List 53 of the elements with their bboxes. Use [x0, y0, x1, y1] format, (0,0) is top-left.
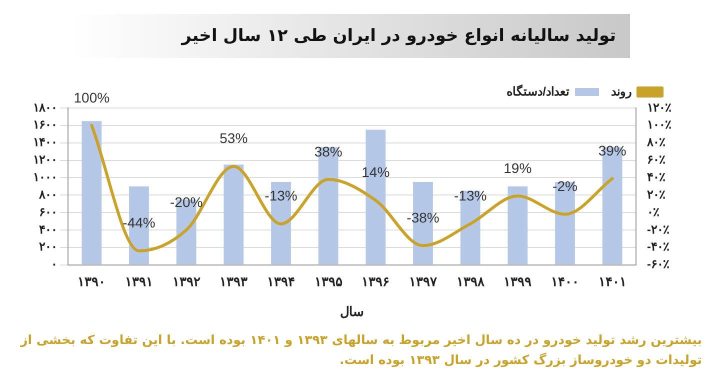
x-tick-label: ۱۴۰۰ — [551, 274, 579, 290]
y2-tick-label: -۶۰٪ — [647, 257, 670, 272]
x-tick-label: ۱۳۹۹ — [504, 274, 532, 290]
legend-label: روند — [611, 84, 632, 100]
y-tick-label: ۴۰۰ — [39, 222, 57, 236]
y2-tick-label: ۴۰٪ — [647, 170, 666, 184]
data-label: 53% — [220, 130, 248, 146]
y2-tick-label: ۱۲۰٪ — [647, 100, 672, 114]
x-tick-label: ۱۳۹۷ — [409, 274, 438, 290]
y-tick-label: ۲۰۰ — [39, 240, 57, 254]
data-label: 14% — [362, 164, 390, 180]
x-tick-label: ۱۳۹۱ — [125, 274, 153, 290]
y2-tick-label: ۶۰٪ — [647, 152, 666, 167]
y2-tick-label: ۸۰٪ — [646, 135, 666, 150]
data-label: 100% — [74, 89, 110, 106]
y2-tick-label: ۲۰٪ — [647, 187, 666, 202]
y-tick-label: ۱۴۰۰ — [33, 135, 57, 150]
bar — [508, 186, 528, 264]
data-label: -2% — [552, 178, 578, 194]
data-label: 19% — [504, 160, 532, 176]
x-tick-label: ۱۳۹۸ — [456, 274, 486, 290]
x-tick-label: ۱۳۹۳ — [220, 274, 248, 290]
x-tick-label: ۱۳۹۴ — [267, 274, 295, 290]
data-label: -13% — [454, 188, 487, 204]
bar — [224, 164, 244, 264]
bar — [555, 182, 575, 264]
data-label: 39% — [598, 142, 626, 158]
data-label: -13% — [264, 188, 298, 204]
y2-tick-label: -۲۰٪ — [647, 222, 670, 236]
y2-tick-label: -۴۰٪ — [647, 240, 670, 254]
bar — [82, 121, 102, 264]
x-tick-label: ۱۳۹۰ — [78, 274, 106, 290]
x-tick-label: ۱۳۹۶ — [362, 274, 390, 290]
y-tick-label: ۰ — [51, 257, 57, 272]
data-label: 38% — [314, 143, 342, 160]
y-tick-label: ۱۶۰۰ — [33, 118, 57, 132]
y-tick-label: ۶۰۰ — [39, 204, 57, 219]
x-tick-label: ۱۳۹۵ — [314, 274, 342, 290]
x-axis-title: سال — [340, 304, 364, 319]
y-tick-label: ۱۲۰۰ — [33, 152, 57, 167]
x-tick-label: ۱۳۹۲ — [172, 274, 200, 290]
x-tick-label: ۱۴۰۱ — [598, 274, 626, 290]
y-tick-label: ۱۸۰۰ — [33, 100, 57, 114]
y-tick-label: ۱۰۰۰ — [33, 170, 57, 184]
text: بیشترین رشد تولید خودرو در ده سال اخیر مربوط به سالهای ۱۳۹۳ و ۱۴۰۱ بوده است. با این تفاوت که بخشی از تولیدات دو خودروساز بزرگ کشور در سال ۱۳۹۳ بوده است. — [19, 331, 702, 369]
y2-tick-label: ۱۰۰٪ — [647, 118, 672, 132]
legend-label: تعداد/دستگاه — [506, 83, 570, 98]
y2-tick-label: ۰٪ — [647, 204, 660, 219]
data-label: -20% — [170, 194, 203, 210]
y-tick-label: ۸۰۰ — [38, 187, 57, 202]
chart-title: تولید سالیانه انواع خودرو در ایران طی ۱۲ سال اخیر — [70, 14, 630, 58]
data-label: -38% — [406, 209, 440, 226]
data-label: -44% — [122, 214, 156, 231]
